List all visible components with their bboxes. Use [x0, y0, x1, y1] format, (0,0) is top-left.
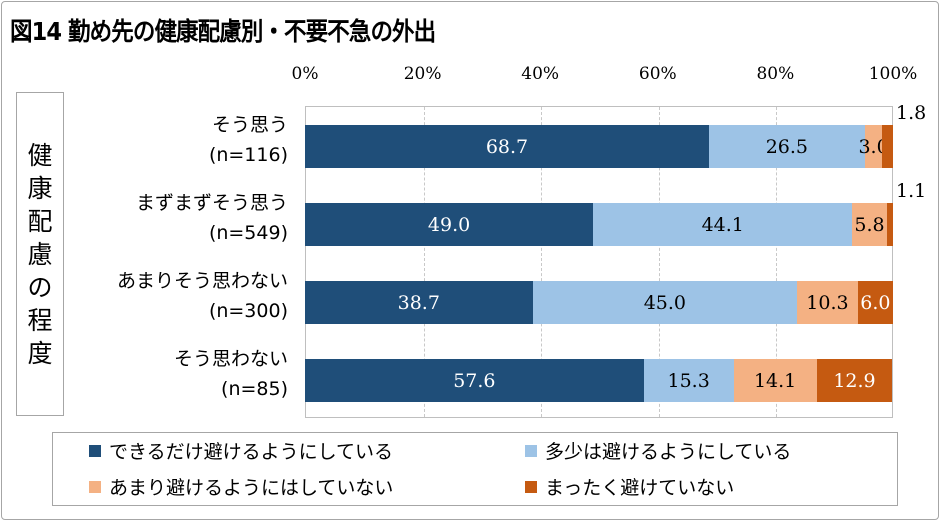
- data-label: 6.0: [860, 291, 891, 314]
- bar-segment: 6.0: [857, 281, 893, 324]
- data-label: 26.5: [765, 135, 809, 158]
- category-label: まずまずそう思う (n=549): [136, 188, 288, 248]
- x-tick-label: 60%: [638, 64, 677, 84]
- data-label: 68.7: [485, 135, 529, 158]
- legend-swatch: [89, 480, 101, 493]
- bar-segment: 49.0: [305, 203, 594, 246]
- bar-segment: 12.9: [816, 359, 893, 402]
- y-axis-label: 健康配慮の程度: [16, 92, 64, 416]
- bar-segment: 44.1: [593, 203, 853, 246]
- data-label: 14.1: [753, 369, 797, 392]
- x-tick-label: 80%: [756, 64, 795, 84]
- bar-segment: 57.6: [305, 359, 644, 402]
- bar-segment: 38.7: [305, 281, 533, 324]
- bar-segment: 5.8: [852, 203, 887, 246]
- y-axis-label-char: の: [27, 272, 53, 302]
- y-axis-label-char: 配: [27, 206, 53, 236]
- category-label: そう思わない (n=85): [174, 344, 288, 404]
- legend-item: できるだけ避けるようにしている: [89, 437, 393, 464]
- category-n: (n=85): [221, 378, 288, 400]
- x-tick-label: 40%: [521, 64, 560, 84]
- bar-segment: 68.7: [305, 125, 709, 168]
- category-name: そう思う: [211, 114, 288, 136]
- bar-segment: [882, 125, 893, 168]
- data-label: 15.3: [667, 369, 710, 392]
- legend-item: あまり避けるようにはしていない: [89, 473, 393, 500]
- category-name: まずまずそう思う: [135, 192, 288, 214]
- data-label: 10.3: [806, 291, 849, 314]
- bar-segment: 14.1: [733, 359, 817, 402]
- legend-swatch: [525, 444, 537, 457]
- data-label: 57.6: [453, 369, 496, 392]
- y-axis-label-char: 康: [27, 173, 53, 203]
- bar-segment: 45.0: [532, 281, 798, 324]
- y-axis-label-char: 度: [27, 338, 53, 368]
- legend-label: 多少は避けるようにしている: [545, 441, 792, 463]
- legend-label: あまり避けるようにはしていない: [109, 477, 394, 499]
- data-label: 44.1: [701, 213, 744, 236]
- bar-segment: 10.3: [797, 281, 858, 324]
- bar-segment: [886, 203, 893, 246]
- data-label: 1.1: [896, 180, 927, 202]
- data-label: 38.7: [397, 291, 440, 314]
- legend-swatch: [89, 444, 101, 457]
- bar-segment: 3.0: [858, 125, 889, 168]
- legend-swatch: [525, 480, 537, 493]
- data-label: 3.0: [858, 135, 889, 158]
- category-n: (n=116): [208, 144, 288, 166]
- category-label: あまりそう思わない (n=300): [117, 266, 288, 326]
- legend-item: まったく避けていない: [525, 473, 734, 500]
- x-tick-label: 0%: [291, 64, 319, 84]
- legend-label: できるだけ避けるようにしている: [109, 441, 394, 463]
- gridline: [541, 107, 543, 417]
- legend-label: まったく避けていない: [545, 477, 735, 499]
- data-label: 45.0: [643, 291, 686, 314]
- category-name: そう思わない: [173, 348, 288, 370]
- gridline: [776, 107, 778, 417]
- data-label: 5.8: [854, 213, 885, 236]
- y-axis-label-char: 健: [27, 140, 53, 170]
- x-tick-label: 100%: [868, 64, 918, 84]
- x-tick-label: 20%: [403, 64, 442, 84]
- category-n: (n=549): [208, 222, 288, 244]
- category-name: あまりそう思わない: [116, 270, 288, 292]
- category-n: (n=300): [208, 300, 288, 322]
- category-label: そう思う (n=116): [209, 110, 288, 170]
- bar-segment: 26.5: [708, 125, 865, 168]
- gridline: [423, 107, 425, 417]
- data-label: 1.8: [896, 102, 927, 124]
- gridline: [658, 107, 660, 417]
- bar-segment: 15.3: [643, 359, 734, 402]
- data-label: 49.0: [427, 213, 471, 236]
- data-label: 12.9: [833, 369, 876, 392]
- legend-item: 多少は避けるようにしている: [525, 437, 791, 464]
- plot-area: 68.7 26.5 3.0 49.0 44.1 5.8 38.7 45.0 10.3 6.0 57.…: [305, 106, 893, 418]
- y-axis-label-char: 程: [27, 305, 53, 335]
- legend: できるだけ避けるようにしている 多少は避けるようにしているあまり避けるようにはして…: [52, 432, 898, 506]
- chart-title: 図14 勤め先の健康配慮別・不要不急の外出: [10, 17, 436, 46]
- y-axis-label-char: 慮: [27, 239, 53, 269]
